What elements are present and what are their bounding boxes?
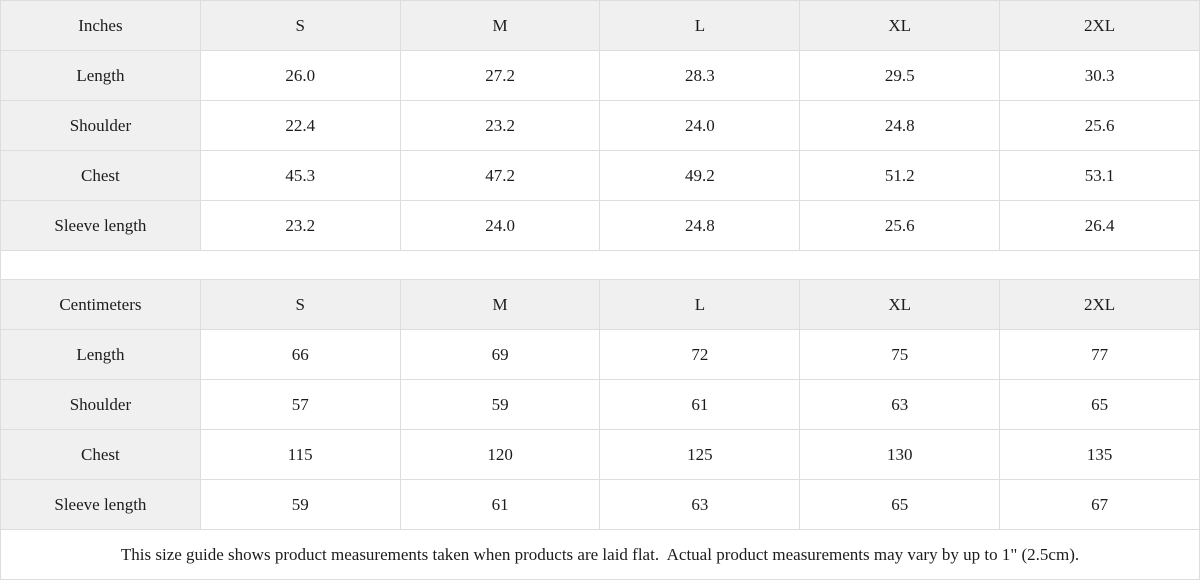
size-header-cell-xl: XL <box>799 279 1001 330</box>
value-cell: 66 <box>199 329 401 380</box>
value-cell: 30.3 <box>999 50 1200 101</box>
value-cell: 115 <box>199 429 401 480</box>
table-row-sleeve-length: Sleeve length 23.2 24.0 24.8 25.6 26.4 <box>0 200 1200 251</box>
value-cell: 75 <box>799 329 1001 380</box>
unit-header-cell: Centimeters <box>0 279 201 330</box>
table-gap <box>0 251 1200 279</box>
value-cell: 67 <box>999 479 1200 530</box>
value-cell: 23.2 <box>199 200 401 251</box>
value-cell: 63 <box>599 479 801 530</box>
size-header-cell-2xl: 2XL <box>999 0 1200 51</box>
value-cell: 24.8 <box>599 200 801 251</box>
value-cell: 22.4 <box>199 100 401 151</box>
value-cell: 65 <box>999 379 1200 430</box>
value-cell: 49.2 <box>599 150 801 201</box>
value-cell: 135 <box>999 429 1200 480</box>
table-row-length: Length 26.0 27.2 28.3 29.5 30.3 <box>0 50 1200 101</box>
value-cell: 45.3 <box>199 150 401 201</box>
value-cell: 77 <box>999 329 1200 380</box>
value-cell: 27.2 <box>399 50 601 101</box>
table-row-length: Length 66 69 72 75 77 <box>0 329 1200 380</box>
table-row-chest: Chest 115 120 125 130 135 <box>0 429 1200 480</box>
inches-header-row: Inches S M L XL 2XL <box>0 0 1200 51</box>
value-cell: 72 <box>599 329 801 380</box>
size-header-cell-l: L <box>599 0 801 51</box>
value-cell: 61 <box>399 479 601 530</box>
row-label-cell: Sleeve length <box>0 479 201 530</box>
value-cell: 24.8 <box>799 100 1001 151</box>
value-cell: 63 <box>799 379 1001 430</box>
size-header-cell-s: S <box>199 0 401 51</box>
size-guide-note: This size guide shows product measuremen… <box>0 530 1200 580</box>
value-cell: 26.4 <box>999 200 1200 251</box>
value-cell: 61 <box>599 379 801 430</box>
size-header-cell-2xl: 2XL <box>999 279 1200 330</box>
value-cell: 28.3 <box>599 50 801 101</box>
value-cell: 25.6 <box>799 200 1001 251</box>
value-cell: 53.1 <box>999 150 1200 201</box>
value-cell: 120 <box>399 429 601 480</box>
value-cell: 125 <box>599 429 801 480</box>
value-cell: 23.2 <box>399 100 601 151</box>
value-cell: 65 <box>799 479 1001 530</box>
table-row-sleeve-length: Sleeve length 59 61 63 65 67 <box>0 479 1200 530</box>
row-label-cell: Length <box>0 329 201 380</box>
value-cell: 59 <box>399 379 601 430</box>
value-cell: 25.6 <box>999 100 1200 151</box>
value-cell: 69 <box>399 329 601 380</box>
row-label-cell: Shoulder <box>0 379 201 430</box>
row-label-cell: Shoulder <box>0 100 201 151</box>
size-header-cell-s: S <box>199 279 401 330</box>
table-row-shoulder: Shoulder 57 59 61 63 65 <box>0 379 1200 430</box>
row-label-cell: Chest <box>0 429 201 480</box>
value-cell: 130 <box>799 429 1001 480</box>
inches-table: Inches S M L XL 2XL Length 26.0 27.2 28.… <box>0 0 1200 251</box>
value-cell: 51.2 <box>799 150 1001 201</box>
value-cell: 57 <box>199 379 401 430</box>
size-header-cell-xl: XL <box>799 0 1001 51</box>
table-row-shoulder: Shoulder 22.4 23.2 24.0 24.8 25.6 <box>0 100 1200 151</box>
size-header-cell-m: M <box>399 0 601 51</box>
row-label-cell: Chest <box>0 150 201 201</box>
value-cell: 59 <box>199 479 401 530</box>
size-header-cell-m: M <box>399 279 601 330</box>
centimeters-header-row: Centimeters S M L XL 2XL <box>0 279 1200 330</box>
value-cell: 24.0 <box>599 100 801 151</box>
row-label-cell: Length <box>0 50 201 101</box>
size-header-cell-l: L <box>599 279 801 330</box>
unit-header-cell: Inches <box>0 0 201 51</box>
centimeters-table: Centimeters S M L XL 2XL Length 66 69 72… <box>0 279 1200 530</box>
row-label-cell: Sleeve length <box>0 200 201 251</box>
value-cell: 24.0 <box>399 200 601 251</box>
value-cell: 26.0 <box>199 50 401 101</box>
value-cell: 29.5 <box>799 50 1001 101</box>
table-row-chest: Chest 45.3 47.2 49.2 51.2 53.1 <box>0 150 1200 201</box>
value-cell: 47.2 <box>399 150 601 201</box>
